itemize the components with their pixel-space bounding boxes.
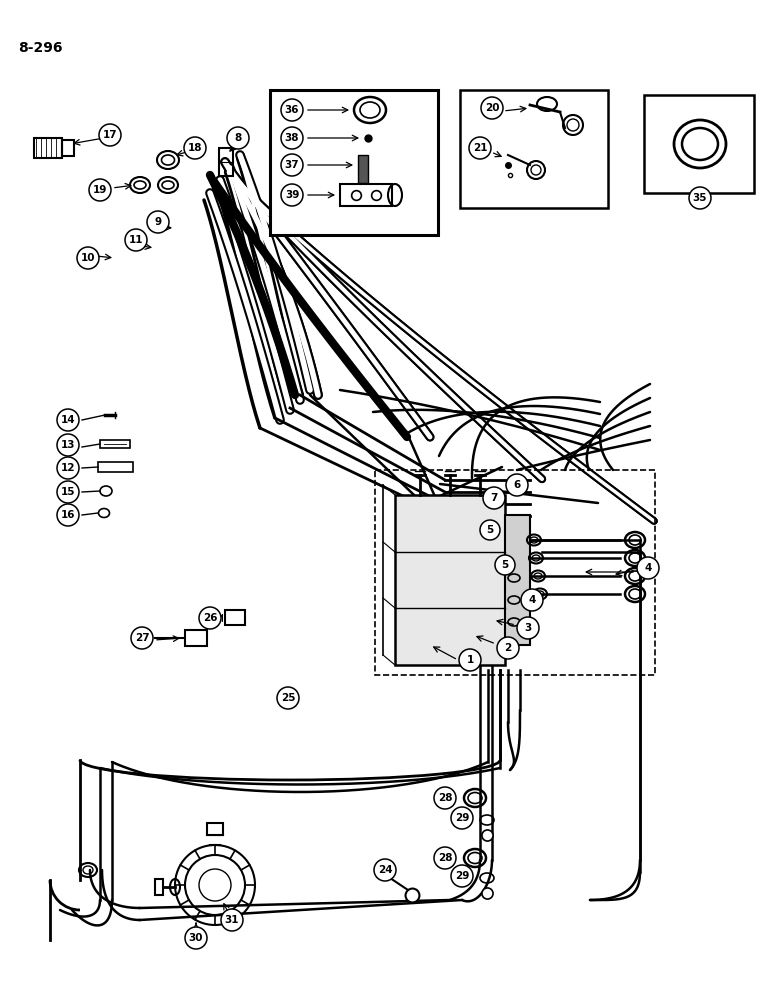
- Text: 11: 11: [129, 235, 144, 245]
- Bar: [358, 155, 368, 183]
- Circle shape: [497, 637, 519, 659]
- Text: 18: 18: [188, 143, 202, 153]
- Bar: [219, 148, 233, 176]
- Text: 15: 15: [61, 487, 75, 497]
- Circle shape: [184, 137, 206, 159]
- Bar: [644, 95, 754, 193]
- Circle shape: [89, 179, 111, 201]
- Circle shape: [227, 127, 249, 149]
- Text: 10: 10: [81, 253, 95, 263]
- Bar: [100, 440, 130, 448]
- Text: 26: 26: [203, 613, 217, 623]
- Bar: [62, 140, 74, 156]
- Text: 8-296: 8-296: [18, 41, 63, 55]
- Text: 6: 6: [513, 480, 520, 490]
- Text: 1: 1: [466, 655, 474, 665]
- Text: 38: 38: [285, 133, 300, 143]
- Text: 5: 5: [486, 525, 493, 535]
- Text: 3: 3: [524, 623, 532, 633]
- Circle shape: [131, 627, 153, 649]
- Text: 28: 28: [438, 853, 452, 863]
- Circle shape: [57, 434, 79, 456]
- Circle shape: [495, 555, 515, 575]
- Bar: [340, 184, 392, 206]
- Bar: [460, 90, 608, 208]
- Text: 5: 5: [501, 560, 509, 570]
- Circle shape: [281, 127, 303, 149]
- Text: 9: 9: [154, 217, 161, 227]
- Circle shape: [480, 520, 500, 540]
- Circle shape: [57, 504, 79, 526]
- Circle shape: [469, 137, 491, 159]
- Text: 14: 14: [61, 415, 76, 425]
- Text: 31: 31: [225, 915, 239, 925]
- Circle shape: [281, 154, 303, 176]
- Circle shape: [99, 124, 121, 146]
- Text: 27: 27: [134, 633, 149, 643]
- Circle shape: [57, 457, 79, 479]
- Circle shape: [57, 481, 79, 503]
- Text: 24: 24: [378, 865, 392, 875]
- Circle shape: [459, 649, 481, 671]
- Circle shape: [689, 187, 711, 209]
- Text: 2: 2: [504, 643, 512, 653]
- Circle shape: [481, 97, 503, 119]
- Circle shape: [374, 859, 396, 881]
- Text: 21: 21: [472, 143, 487, 153]
- Text: 30: 30: [188, 933, 203, 943]
- Circle shape: [77, 247, 99, 269]
- Circle shape: [451, 807, 473, 829]
- Bar: [270, 90, 438, 235]
- Text: 37: 37: [285, 160, 300, 170]
- Circle shape: [125, 229, 147, 251]
- Bar: [207, 823, 223, 835]
- Text: 25: 25: [281, 693, 295, 703]
- Circle shape: [637, 557, 659, 579]
- Text: 13: 13: [61, 440, 75, 450]
- Text: 7: 7: [490, 493, 498, 503]
- Circle shape: [517, 617, 539, 639]
- Circle shape: [434, 787, 456, 809]
- Circle shape: [221, 909, 243, 931]
- Text: 4: 4: [528, 595, 536, 605]
- Circle shape: [483, 487, 505, 509]
- Circle shape: [281, 99, 303, 121]
- Text: 20: 20: [485, 103, 499, 113]
- Bar: [395, 495, 505, 665]
- Text: 29: 29: [455, 813, 469, 823]
- Circle shape: [506, 474, 528, 496]
- Circle shape: [451, 865, 473, 887]
- Text: 19: 19: [93, 185, 107, 195]
- Bar: [34, 138, 62, 158]
- Text: 8: 8: [235, 133, 242, 143]
- Bar: [505, 515, 530, 645]
- Circle shape: [199, 607, 221, 629]
- Circle shape: [521, 589, 543, 611]
- Text: 36: 36: [285, 105, 300, 115]
- Text: 29: 29: [455, 871, 469, 881]
- Circle shape: [281, 184, 303, 206]
- Text: 17: 17: [103, 130, 117, 140]
- Bar: [225, 610, 245, 625]
- Text: 28: 28: [438, 793, 452, 803]
- Text: 12: 12: [61, 463, 75, 473]
- Bar: [375, 470, 655, 675]
- Bar: [185, 630, 207, 646]
- Bar: [155, 879, 163, 895]
- Text: 35: 35: [692, 193, 707, 203]
- Circle shape: [57, 409, 79, 431]
- Circle shape: [185, 927, 207, 949]
- Bar: [98, 462, 133, 472]
- Circle shape: [147, 211, 169, 233]
- Text: 16: 16: [61, 510, 75, 520]
- Text: 39: 39: [285, 190, 300, 200]
- Text: 4: 4: [645, 563, 652, 573]
- Circle shape: [434, 847, 456, 869]
- Circle shape: [277, 687, 299, 709]
